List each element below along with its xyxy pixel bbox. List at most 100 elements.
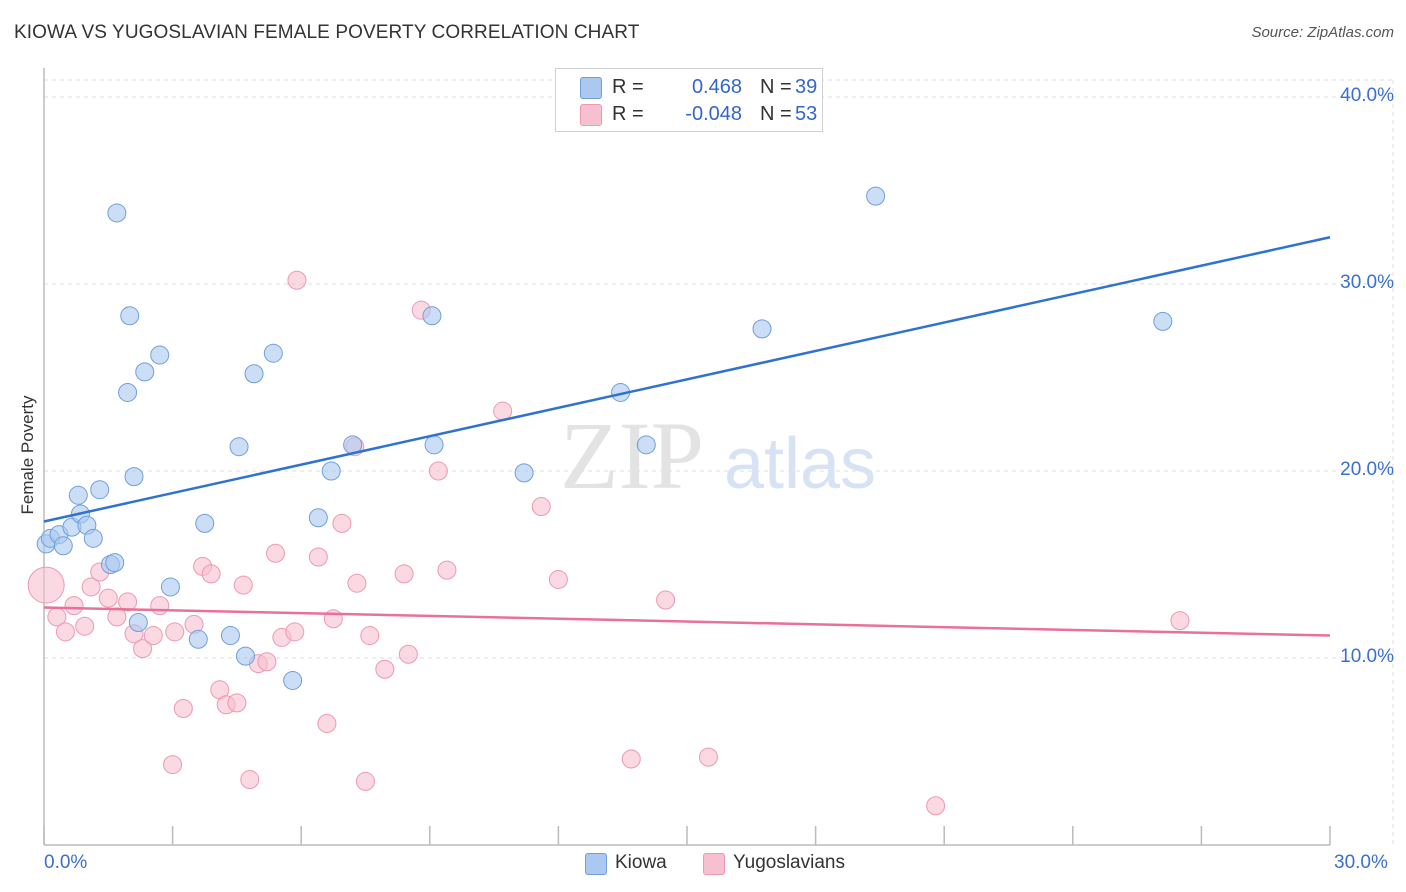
chart-source: Source: ZipAtlas.com <box>1251 24 1394 41</box>
yugoslavians-point <box>437 560 457 580</box>
kiowa-point <box>188 629 208 649</box>
kiowa-point <box>229 437 249 457</box>
bottom-legend-swatch-kiowa <box>585 853 607 875</box>
watermark-zip: ZIP <box>560 402 704 509</box>
y-tick-label: 20.0% <box>1340 459 1394 480</box>
kiowa-point <box>68 485 88 505</box>
kiowa-point <box>195 513 215 533</box>
kiowa-point <box>120 306 140 326</box>
yugoslavians-point <box>360 626 380 646</box>
legend-box: R = 0.468 N = 39 R = -0.048 N = 53 <box>555 68 823 132</box>
kiowa-point <box>308 508 328 528</box>
kiowa-point <box>124 467 144 487</box>
yugoslavians-point <box>356 771 375 791</box>
kiowa-point <box>150 345 170 365</box>
bottom-legend-label-kiowa: Kiowa <box>615 852 667 873</box>
yugoslavians-trend-line <box>43 606 1331 637</box>
kiowa-point <box>422 306 442 326</box>
legend-swatch-yugoslavians <box>580 104 602 126</box>
kiowa-point <box>128 612 148 632</box>
yugoslavians-point <box>163 755 183 775</box>
y-tick-label: 10.0% <box>1340 646 1394 667</box>
kiowa-points <box>36 186 1173 690</box>
yugoslavians-point <box>201 564 221 584</box>
kiowa-point <box>866 186 886 206</box>
yugoslavians-point <box>926 796 946 816</box>
x-tick-label-max: 30.0% <box>1334 852 1388 873</box>
yugoslavians-point <box>428 461 448 481</box>
yugoslavians-point <box>265 543 285 563</box>
bottom-legend-label-yugoslavians: Yugoslavians <box>733 852 845 873</box>
kiowa-point <box>1153 311 1173 331</box>
kiowa-point <box>118 382 138 402</box>
grid-lines <box>44 79 1395 845</box>
yugoslavians-point <box>621 749 641 769</box>
kiowa-point <box>90 480 110 500</box>
yugoslavians-point <box>55 622 75 642</box>
chart-title: KIOWA VS YUGOSLAVIAN FEMALE POVERTY CORR… <box>14 22 640 43</box>
yugoslavians-points <box>27 270 1190 816</box>
yugoslavians-point <box>227 693 247 713</box>
yugoslavians-point <box>308 547 328 567</box>
yugoslavians-point <box>27 566 65 604</box>
yugoslavians-point <box>64 596 84 616</box>
kiowa-point <box>321 461 341 481</box>
kiowa-trend-line <box>43 236 1331 523</box>
kiowa-point <box>514 463 534 483</box>
y-tick-label: 40.0% <box>1340 85 1394 106</box>
kiowa-point <box>752 319 772 339</box>
yugoslavians-point <box>347 573 367 593</box>
x-tick-label-min: 0.0% <box>44 852 88 873</box>
yugoslavians-point <box>173 698 193 718</box>
yugoslavians-point <box>398 644 418 664</box>
yugoslavians-point <box>656 590 676 610</box>
watermark-atlas: atlas <box>724 424 876 504</box>
kiowa-point <box>263 343 283 363</box>
legend-r-label: R = <box>612 103 644 125</box>
kiowa-point <box>220 626 240 646</box>
legend-n-value: 53 <box>795 103 818 125</box>
yugoslavians-point <box>143 626 163 646</box>
yugoslavians-point <box>257 652 277 672</box>
kiowa-point <box>107 203 127 223</box>
kiowa-point <box>244 364 264 384</box>
axes <box>43 68 1331 846</box>
yugoslavians-point <box>233 575 253 595</box>
legend-r-label: R = <box>612 76 644 98</box>
kiowa-point <box>53 536 73 556</box>
yugoslavians-point <box>323 609 343 629</box>
y-tick-label: 30.0% <box>1340 272 1394 293</box>
yugoslavians-point <box>98 588 118 608</box>
legend-r-value: 0.468 <box>691 76 742 98</box>
legend-n-value: 39 <box>795 76 818 98</box>
yugoslavians-point <box>81 577 101 597</box>
kiowa-point <box>135 362 155 382</box>
kiowa-point <box>160 577 180 597</box>
yugoslavians-point <box>548 569 568 589</box>
kiowa-point <box>235 646 255 666</box>
bottom-legend-swatch-yugoslavians <box>703 853 725 875</box>
yugoslavians-point <box>394 564 414 584</box>
yugoslavians-point <box>107 607 127 627</box>
yugoslavians-point <box>698 747 718 767</box>
yugoslavians-point <box>531 497 551 517</box>
yugoslavians-point <box>165 622 185 642</box>
legend-swatch-kiowa <box>580 77 602 99</box>
legend-n-label: N = <box>760 76 792 98</box>
yugoslavians-point <box>150 596 170 616</box>
kiowa-point <box>105 553 125 573</box>
yugoslavians-point <box>1170 611 1190 631</box>
yugoslavians-point <box>317 713 337 733</box>
kiowa-point <box>83 528 103 548</box>
yugoslavians-point <box>375 659 395 679</box>
yugoslavians-point <box>332 513 352 533</box>
kiowa-point <box>424 435 444 455</box>
yugoslavians-point <box>118 592 138 612</box>
kiowa-point <box>636 435 656 455</box>
yugoslavians-point <box>240 770 260 790</box>
kiowa-point <box>283 670 303 690</box>
yugoslavians-point <box>287 270 307 290</box>
trend-lines <box>43 236 1331 637</box>
legend-r-value: -0.048 <box>685 103 742 125</box>
